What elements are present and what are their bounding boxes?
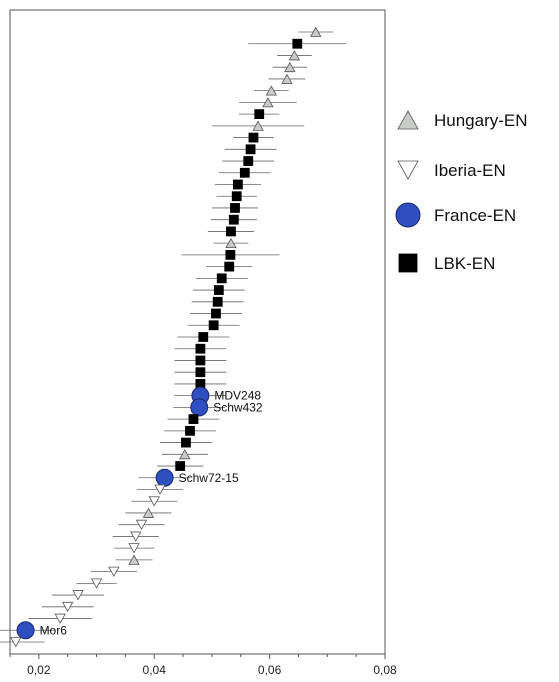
point-iberia-en	[108, 566, 120, 577]
annotation-schw72-15: Schw72-15	[179, 471, 239, 485]
point-lbk-en	[188, 414, 199, 425]
point-lbk-en	[195, 355, 206, 366]
point-iberia-en	[62, 601, 74, 613]
point-lbk-en	[208, 320, 219, 331]
x-tick-label: 0,04	[143, 663, 167, 677]
point-lbk-en	[254, 109, 265, 120]
point-hungary-en	[179, 448, 191, 460]
point-france-en	[155, 468, 174, 487]
point-iberia-en	[72, 590, 84, 601]
legend-label-hungary-en: Hungary-EN	[434, 111, 528, 130]
point-france-en	[190, 398, 209, 417]
point-iberia-en	[148, 496, 160, 507]
point-lbk-en	[181, 437, 191, 448]
legend-marker-lbk-en	[398, 253, 418, 273]
annotation-mdv248: MDV248	[214, 389, 261, 403]
point-hungary-en	[284, 61, 296, 73]
point-lbk-en	[212, 296, 223, 307]
x-tick-label: 0,08	[373, 663, 397, 677]
point-lbk-en	[239, 167, 250, 178]
legend-label-france-en: France-EN	[434, 206, 516, 225]
annotation-schw432: Schw432	[213, 400, 263, 414]
point-lbk-en	[230, 203, 240, 213]
legend-label-lbk-en: LBK-EN	[434, 254, 495, 273]
point-hungary-en	[225, 237, 237, 249]
point-iberia-en	[130, 531, 142, 542]
point-lbk-en	[231, 191, 242, 202]
point-lbk-en	[213, 285, 224, 295]
point-france-en	[16, 621, 35, 640]
point-iberia-en	[128, 543, 140, 554]
point-lbk-en	[211, 308, 221, 319]
point-iberia-en	[154, 484, 166, 495]
point-hungary-en	[128, 554, 140, 565]
x-axis: 0,02 0,04 0,06 0,08	[9, 654, 397, 677]
point-hungary-en	[262, 97, 274, 108]
point-lbk-en	[175, 461, 186, 471]
point-hungary-en	[252, 120, 264, 131]
point-lbk-en	[243, 156, 254, 166]
point-hungary-en	[281, 73, 293, 84]
point-hungary-en	[288, 50, 301, 61]
point-lbk-en	[245, 144, 256, 155]
point-lbk-en	[248, 132, 259, 143]
point-hungary-en	[265, 85, 278, 96]
point-lbk-en	[228, 214, 239, 225]
point-iberia-en	[10, 637, 22, 648]
data-points	[10, 26, 322, 648]
x-tick-label: 0,06	[258, 663, 282, 677]
point-lbk-en	[216, 273, 227, 284]
point-lbk-en	[225, 249, 236, 260]
point-lbk-en	[292, 38, 303, 49]
point-lbk-en	[226, 226, 236, 237]
legend-marker-france-en	[395, 202, 421, 228]
plot-frame	[9, 9, 386, 655]
point-iberia-en	[135, 519, 148, 531]
point-iberia-en	[90, 578, 103, 589]
legend-label-iberia-en: Iberia-EN	[434, 161, 506, 180]
point-iberia-en	[54, 613, 66, 624]
legend-marker-iberia-en	[397, 160, 419, 180]
point-lbk-en	[224, 261, 235, 272]
point-lbk-en	[195, 367, 206, 378]
point-lbk-en	[185, 425, 195, 436]
point-lbk-en	[198, 332, 209, 342]
point-hungary-en	[310, 26, 322, 37]
legend: Hungary-EN Iberia-EN France-EN LBK-EN	[395, 110, 528, 273]
point-lbk-en	[232, 179, 243, 190]
legend-marker-hungary-en	[397, 110, 419, 130]
x-tick-label: 0,02	[27, 663, 51, 677]
point-lbk-en	[195, 343, 206, 354]
point-hungary-en	[142, 507, 155, 518]
annotation-mor6: Mor6	[40, 623, 68, 637]
